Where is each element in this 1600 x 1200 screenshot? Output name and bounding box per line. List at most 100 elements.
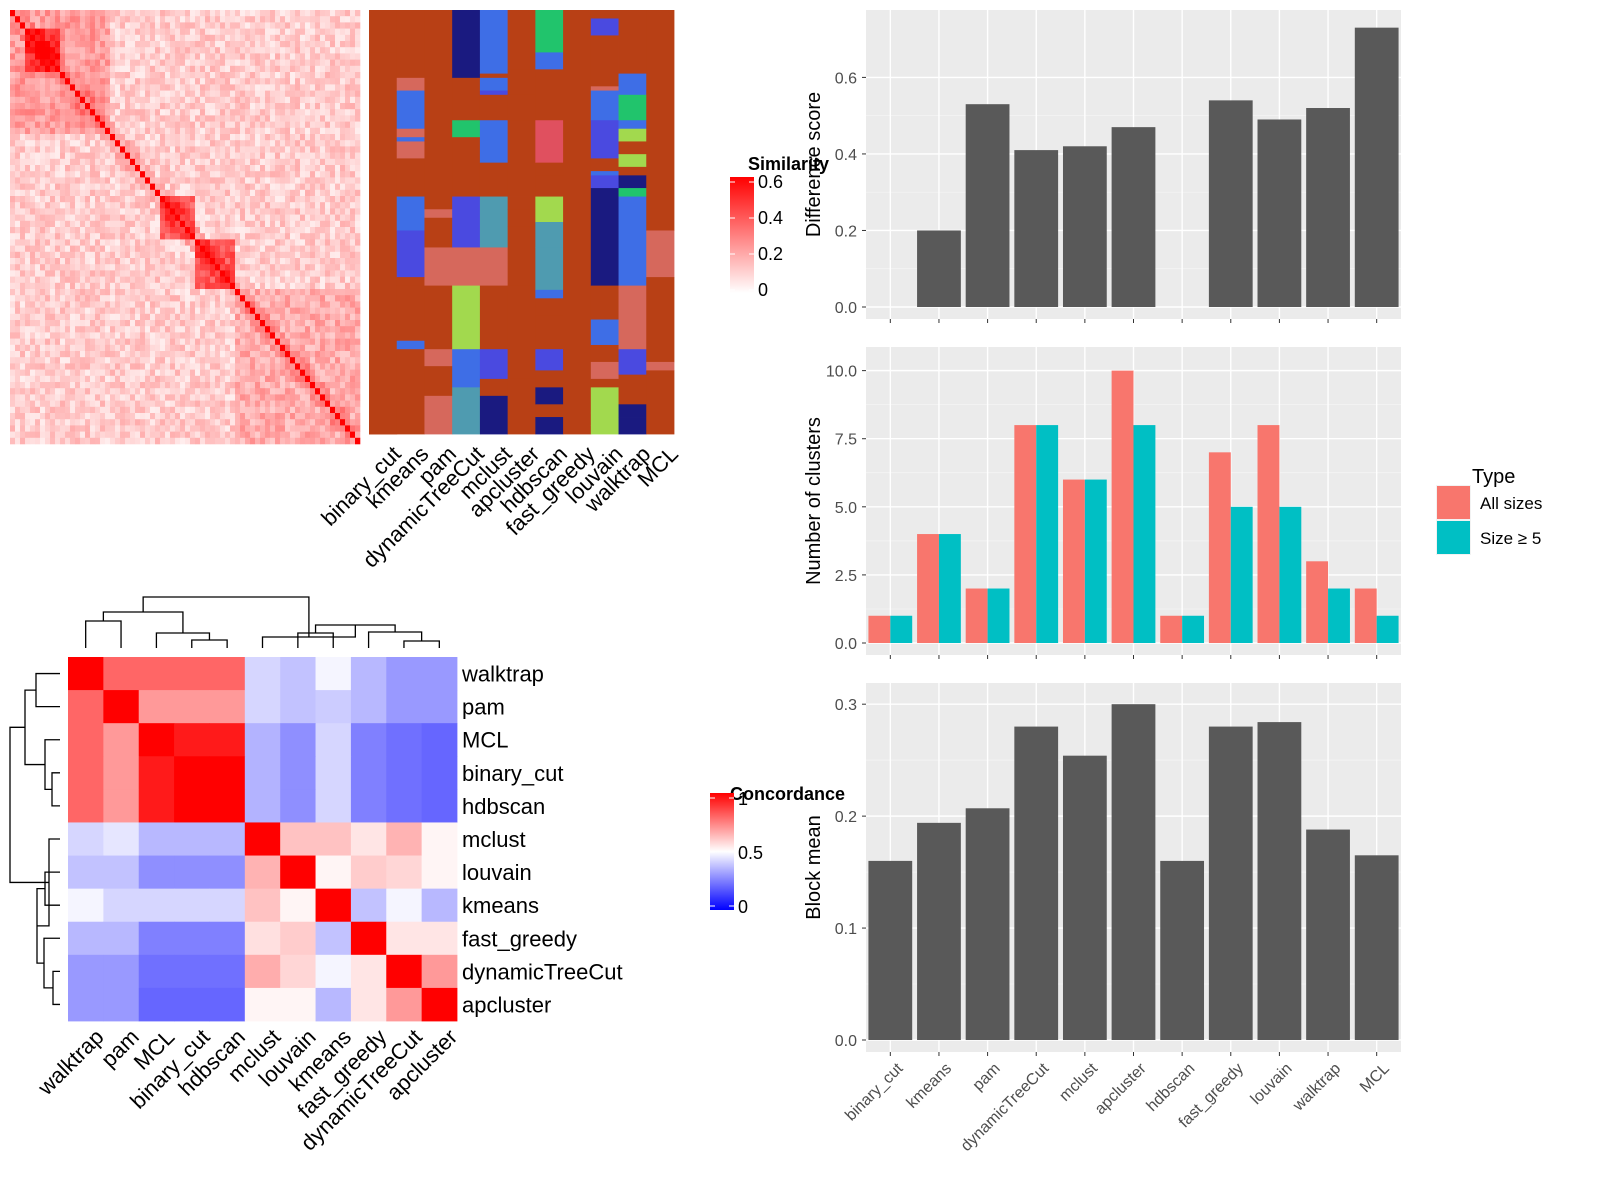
similarity-cell (235, 363, 241, 370)
similarity-cell (10, 301, 16, 308)
similarity-cell (245, 59, 251, 67)
similarity-cell (340, 22, 346, 29)
similarity-cell (30, 251, 36, 259)
similarity-cell (60, 196, 66, 203)
similarity-cell (150, 326, 156, 333)
similarity-cell (230, 437, 236, 445)
similarity-cell (250, 103, 256, 110)
similarity-cell (140, 437, 146, 445)
similarity-cell (120, 41, 126, 48)
similarity-cell (265, 344, 271, 352)
similarity-cell (85, 90, 91, 98)
similarity-cell (40, 34, 46, 42)
similarity-cell (10, 103, 16, 110)
similarity-cell (70, 245, 76, 253)
similarity-cell (40, 121, 46, 129)
similarity-cell (355, 109, 361, 116)
similarity-cell (125, 425, 131, 432)
similarity-cell (235, 227, 241, 234)
similarity-cell (185, 326, 191, 333)
similarity-cell (50, 41, 56, 48)
similarity-cell (95, 425, 101, 432)
similarity-cell (235, 344, 241, 352)
similarity-cell (130, 320, 136, 327)
similarity-cell (205, 121, 211, 129)
similarity-cell (195, 189, 201, 197)
similarity-cell (205, 171, 211, 178)
similarity-cell (300, 289, 306, 296)
similarity-cell (350, 65, 356, 73)
similarity-cell (115, 363, 121, 370)
similarity-cell (135, 431, 141, 439)
similarity-cell (65, 59, 71, 67)
similarity-cell (45, 10, 51, 17)
similarity-cell (345, 431, 351, 439)
similarity-cell (210, 382, 216, 389)
similarity-cell (10, 47, 16, 54)
similarity-cell (120, 270, 126, 277)
similarity-cell (280, 357, 286, 364)
similarity-cell (235, 59, 241, 67)
similarity-cell (250, 47, 256, 54)
similarity-cell (115, 171, 121, 178)
membership-cell (535, 289, 564, 299)
similarity-cell (160, 394, 166, 401)
similarity-cell (100, 134, 106, 141)
similarity-cell (230, 431, 236, 439)
similarity-cell (225, 41, 231, 48)
similarity-cell (270, 406, 276, 414)
similarity-cell (165, 96, 171, 104)
similarity-cell (70, 233, 76, 240)
similarity-cell (225, 332, 231, 339)
similarity-cell (15, 276, 21, 284)
similarity-cell (85, 214, 91, 222)
similarity-cell (290, 251, 296, 259)
similarity-cell (115, 152, 121, 160)
similarity-cell (35, 16, 41, 23)
similarity-cell (235, 419, 241, 426)
similarity-cell (285, 115, 291, 122)
similarity-cell (280, 338, 286, 346)
similarity-cell (315, 320, 321, 327)
similarity-cell (70, 208, 76, 215)
similarity-cell (180, 202, 186, 209)
similarity-cell (245, 276, 251, 284)
similarity-cell (350, 22, 356, 29)
similarity-cell (225, 78, 231, 85)
similarity-cell (10, 208, 16, 215)
similarity-cell (220, 202, 226, 209)
similarity-cell (190, 382, 196, 389)
similarity-cell (175, 357, 181, 364)
similarity-cell (230, 295, 236, 302)
similarity-cell (355, 34, 361, 42)
similarity-cell (190, 202, 196, 209)
similarity-cell (215, 28, 221, 36)
similarity-cell (280, 289, 286, 296)
similarity-cell (180, 109, 186, 116)
similarity-cell (85, 326, 91, 333)
similarity-cell (340, 382, 346, 389)
similarity-cell (75, 84, 81, 91)
similarity-cell (35, 382, 41, 389)
similarity-cell (185, 177, 191, 184)
similarity-cell (175, 196, 181, 203)
similarity-cell (355, 301, 361, 308)
similarity-cell (90, 65, 96, 73)
similarity-cell (45, 214, 51, 222)
similarity-cell (140, 177, 146, 184)
similarity-cell (305, 84, 311, 91)
membership-cell (590, 361, 619, 380)
similarity-cell (85, 16, 91, 23)
similarity-cell (330, 109, 336, 116)
similarity-cell (130, 41, 136, 48)
similarity-cell (240, 34, 246, 42)
similarity-cell (305, 320, 311, 327)
similarity-cell (195, 301, 201, 308)
similarity-cell (165, 301, 171, 308)
similarity-cell (145, 109, 151, 116)
similarity-cell (355, 295, 361, 302)
similarity-cell (225, 47, 231, 54)
similarity-cell (185, 270, 191, 277)
similarity-cell (150, 10, 156, 17)
similarity-cell (160, 96, 166, 104)
